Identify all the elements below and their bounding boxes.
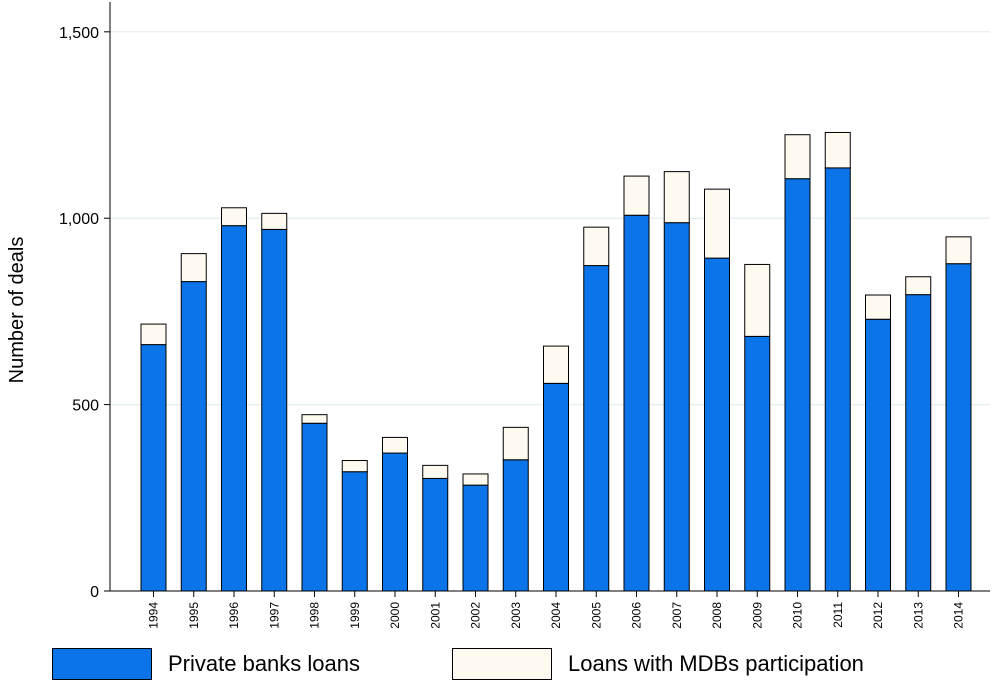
bar-mdb-participation-loans [704,188,730,259]
x-tick-label: 2014 [952,602,966,629]
x-tick-label: 2008 [710,602,724,629]
bars [140,131,972,592]
x-tick-label: 2005 [589,602,603,629]
bar-mdb-participation-loans [744,263,771,337]
bar-private-banks-loans [865,318,891,592]
bar-mdb-participation-loans [140,323,167,346]
x-tick-label: 2001 [428,602,442,629]
y-tick-label: 1,000 [59,211,99,228]
bar-private-banks-loans [704,257,730,592]
bar-private-banks-loans [623,214,650,592]
x-tick-label: 1998 [308,602,322,629]
bar-private-banks-loans [905,294,932,592]
bar-mdb-participation-loans [422,464,449,479]
bar-mdb-participation-loans [502,426,529,461]
x-tick-label: 2011 [831,602,845,628]
legend: Private banks loans Loans with MDBs part… [0,640,1002,698]
bar-mdb-participation-loans [945,236,972,265]
x-tick-label: 2007 [670,602,684,629]
bar-mdb-participation-loans [784,134,811,180]
legend-item-mdb-loans: Loans with MDBs participation [452,644,864,684]
x-tick-label: 1995 [187,602,201,629]
bar-private-banks-loans [502,459,529,592]
bar-private-banks-loans [341,471,368,592]
legend-swatch-private-banks [52,648,152,680]
legend-swatch-mdb-loans [452,648,552,680]
bar-private-banks-loans [221,225,247,592]
bar-private-banks-loans [784,178,811,592]
bar-mdb-participation-loans [382,436,408,454]
x-tick-label: 2004 [549,602,563,629]
bar-mdb-participation-loans [341,460,368,473]
bar-private-banks-loans [543,382,569,592]
stacked-bar-chart: 0 500 1,000 1,500 1994 1995 1996 1997 1998 1999 2… [6,2,990,629]
y-axis-title: Number of deals [6,237,28,384]
x-tick-label: 2009 [750,602,764,629]
y-tick-label: 1,500 [59,25,99,42]
bar-private-banks-loans [462,484,489,592]
bar-mdb-participation-loans [583,226,610,267]
bar-mdb-participation-loans [543,345,569,384]
x-tick-label: 1997 [267,602,281,629]
bar-mdb-participation-loans [865,294,891,320]
y-axis-ticks: 0 500 1,000 1,500 [59,25,110,601]
legend-item-private-banks: Private banks loans [52,644,360,684]
bar-private-banks-loans [261,228,288,592]
bar-private-banks-loans [140,344,167,592]
y-tick-label: 0 [90,584,99,601]
x-tick-label: 2010 [791,602,805,629]
bar-private-banks-loans [945,263,972,592]
bar-private-banks-loans [583,265,610,592]
bar-mdb-participation-loans [221,207,247,227]
x-tick-label: 1994 [147,602,161,629]
x-tick-label: 2012 [871,602,885,629]
x-axis-ticks: 1994 1995 1996 1997 1998 1999 2000 2001 2002 2003… [147,591,966,629]
x-tick-label: 2003 [509,602,523,629]
x-tick-label: 2000 [388,602,402,629]
x-tick-label: 1999 [348,602,362,629]
bar-private-banks-loans [824,167,851,592]
x-tick-label: 2006 [630,602,644,629]
bar-mdb-participation-loans [261,212,288,230]
bar-mdb-participation-loans [824,131,851,169]
x-tick-label: 2013 [911,602,925,629]
bar-mdb-participation-loans [462,473,489,486]
x-tick-label: 1996 [227,602,241,629]
bar-mdb-participation-loans [663,171,690,224]
bar-mdb-participation-loans [180,253,207,283]
y-tick-label: 500 [72,398,99,415]
bar-mdb-participation-loans [905,276,932,296]
bar-private-banks-loans [301,422,328,592]
x-tick-label: 2002 [469,602,483,629]
bar-private-banks-loans [663,222,690,592]
bar-mdb-participation-loans [301,414,328,424]
legend-label-private-banks: Private banks loans [168,651,360,676]
bar-private-banks-loans [744,335,771,592]
bar-private-banks-loans [180,281,207,592]
bar-mdb-participation-loans [623,175,650,216]
bar-private-banks-loans [382,452,408,592]
axes [109,2,990,592]
legend-label-mdb-loans: Loans with MDBs participation [568,651,864,676]
bar-private-banks-loans [422,477,449,592]
